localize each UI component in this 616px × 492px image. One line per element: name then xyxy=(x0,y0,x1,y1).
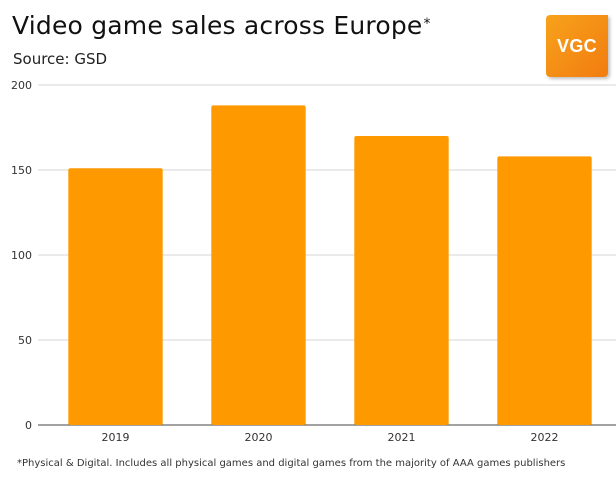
bar-2019 xyxy=(68,168,163,426)
y-tick-label: 150 xyxy=(11,164,32,177)
x-axis-tick-labels: 2019 2020 2021 2022 xyxy=(102,431,559,444)
bar-chart: 0 50 100 150 200 2019 2020 2021 2022 xyxy=(11,79,616,444)
vgc-logo-text: VGC xyxy=(557,35,597,56)
bar-2022 xyxy=(497,156,592,425)
chart-subtitle: Source: GSD xyxy=(13,50,108,68)
y-tick-label: 0 xyxy=(25,419,32,432)
footnote: *Physical & Digital. Includes all physic… xyxy=(17,458,566,469)
y-axis-tick-labels: 0 50 100 150 200 xyxy=(11,79,32,432)
y-tick-label: 200 xyxy=(11,79,32,92)
chart-title: Video game sales across Europe* xyxy=(12,10,431,42)
bars xyxy=(68,105,592,426)
chart-title-text: Video game sales across Europe xyxy=(12,11,423,40)
x-tick-label: 2022 xyxy=(531,431,559,444)
bar-2020 xyxy=(211,105,306,426)
y-tick-label: 100 xyxy=(11,249,32,262)
title-asterisk: * xyxy=(423,16,431,32)
y-tick-label: 50 xyxy=(18,334,32,347)
x-tick-label: 2020 xyxy=(245,431,273,444)
x-tick-label: 2019 xyxy=(102,431,130,444)
bar-2021 xyxy=(354,136,449,425)
x-tick-label: 2021 xyxy=(388,431,416,444)
vgc-logo: VGC xyxy=(546,15,608,77)
